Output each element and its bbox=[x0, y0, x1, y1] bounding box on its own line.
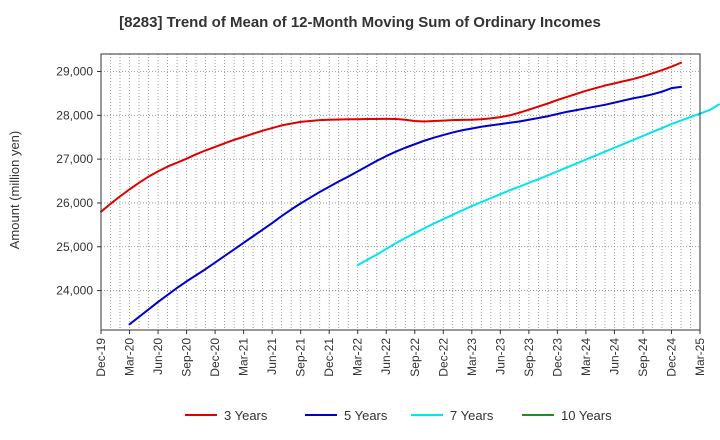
y-tick-label: 29,000 bbox=[56, 65, 93, 79]
chart-title: [8283] Trend of Mean of 12-Month Moving … bbox=[119, 14, 601, 31]
legend-label: 7 Years bbox=[450, 408, 494, 423]
x-tick-label: Mar-25 bbox=[693, 338, 707, 376]
x-tick-label: Mar-21 bbox=[237, 338, 251, 376]
x-tick-label: Sep-22 bbox=[408, 338, 422, 377]
x-tick-label: Mar-24 bbox=[579, 338, 593, 376]
x-tick-label: Mar-23 bbox=[465, 338, 479, 376]
x-tick-label: Mar-22 bbox=[351, 338, 365, 376]
x-tick-label: Sep-23 bbox=[522, 338, 536, 377]
plot-frame bbox=[100, 53, 701, 331]
x-tick-label: Sep-20 bbox=[180, 338, 194, 377]
x-tick-label: Dec-21 bbox=[322, 338, 336, 377]
x-tick-label: Dec-20 bbox=[208, 338, 222, 377]
y-tick-label: 25,000 bbox=[56, 240, 93, 254]
x-tick-label: Jun-23 bbox=[493, 338, 507, 375]
y-tick-label: 28,000 bbox=[56, 108, 93, 122]
plot-area bbox=[101, 54, 700, 330]
series-line-5-years bbox=[128, 85, 682, 326]
x-tick-label: Dec-22 bbox=[436, 338, 450, 377]
legend-label: 3 Years bbox=[224, 408, 268, 423]
x-tick-label: Sep-21 bbox=[294, 338, 308, 377]
legend: 3 Years 5 Years 7 Years 10 Years bbox=[185, 408, 612, 423]
x-tick-label: Jun-20 bbox=[151, 338, 165, 375]
series-line-3-years bbox=[100, 61, 682, 213]
x-tick-label: Dec-19 bbox=[94, 338, 108, 377]
legend-label: 10 Years bbox=[561, 408, 612, 423]
x-tick-label: Dec-24 bbox=[665, 338, 679, 377]
y-tick-label: 26,000 bbox=[56, 196, 93, 210]
y-tick-label: 24,000 bbox=[56, 284, 93, 298]
series-line-7-years bbox=[356, 103, 720, 267]
legend-label: 5 Years bbox=[344, 408, 388, 423]
x-tick-label: Jun-21 bbox=[265, 338, 279, 375]
x-tick-label: Mar-20 bbox=[123, 338, 137, 376]
x-tick-label: Dec-23 bbox=[550, 338, 564, 377]
x-tick-label: Jun-24 bbox=[607, 338, 621, 375]
x-tick-label: Sep-24 bbox=[636, 338, 650, 377]
y-axis-title: Amount (million yen) bbox=[7, 131, 22, 250]
x-tick-label: Jun-22 bbox=[379, 338, 393, 375]
y-tick-label: 27,000 bbox=[56, 152, 93, 166]
